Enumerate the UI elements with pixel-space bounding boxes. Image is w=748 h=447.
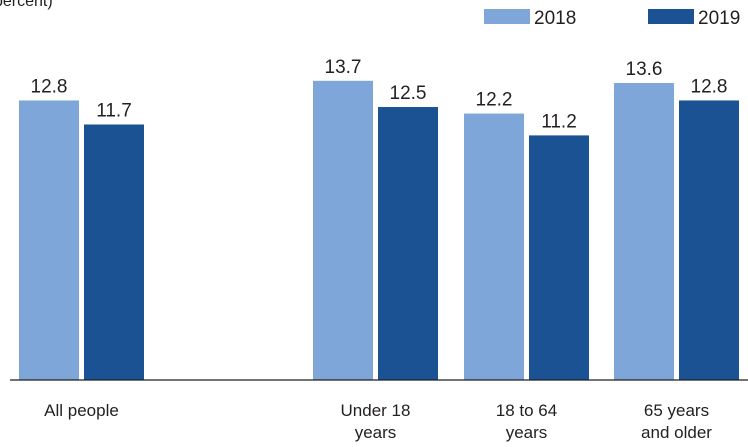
value-label-2019-1: 12.5 [390, 83, 427, 104]
bar-2018-0 [19, 100, 79, 380]
legend-label-2018: 2018 [534, 8, 576, 29]
legend: 2018 2019 [484, 8, 740, 29]
bar-2019-0 [84, 124, 144, 380]
bar-2018-1 [313, 80, 373, 380]
legend-swatch-2018 [484, 9, 530, 24]
bar-2018-2 [464, 113, 524, 380]
category-label-0: All people [44, 401, 119, 420]
bar-2018-3 [614, 82, 674, 381]
legend-label-2019: 2019 [698, 8, 740, 29]
value-label-2019-0: 11.7 [96, 100, 132, 121]
value-label-2018-2: 12.2 [476, 90, 513, 111]
value-label-2019-3: 12.8 [691, 76, 728, 97]
chart-subtitle: percent) [0, 0, 53, 10]
value-labels-group: 12.8 13.7 12.2 13.6 11.7 12.5 11.2 12.8 [31, 57, 728, 133]
category-labels-group: All people Under 18 years 18 to 64 years 65 y… [44, 401, 712, 442]
legend-swatch-2019 [648, 9, 694, 24]
value-label-2019-2: 11.2 [541, 111, 577, 132]
value-label-2018-0: 12.8 [31, 76, 68, 97]
bar-2019-1 [378, 107, 438, 380]
category-label-3: 65 years and older [641, 401, 712, 442]
category-label-2: 18 to 64 years [496, 401, 557, 442]
category-label-1: Under 18 years [341, 401, 411, 442]
bar-2019-3 [679, 100, 739, 380]
value-label-2018-1: 13.7 [325, 57, 362, 78]
bar-2019-2 [529, 135, 589, 380]
value-label-2018-3: 13.6 [626, 59, 663, 80]
bars-group [19, 80, 739, 381]
